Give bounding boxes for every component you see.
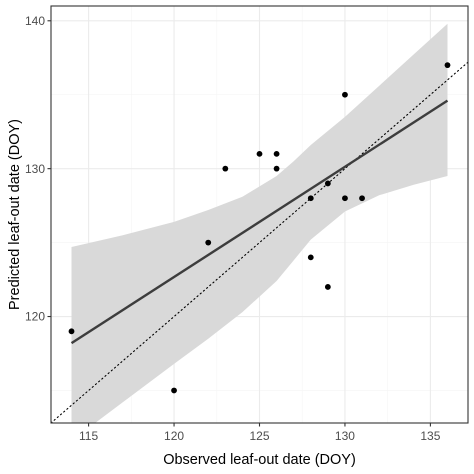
data-point bbox=[273, 150, 280, 157]
x-tick-label: 125 bbox=[249, 429, 269, 443]
x-tick-label: 115 bbox=[79, 429, 98, 443]
data-points bbox=[68, 62, 451, 394]
y-tick-label: 140 bbox=[25, 14, 45, 28]
data-point bbox=[171, 387, 177, 394]
data-point bbox=[273, 165, 280, 172]
one-to-one-reference-line bbox=[51, 61, 468, 423]
data-point bbox=[324, 180, 331, 187]
data-point bbox=[256, 150, 263, 157]
y-tick-label: 130 bbox=[25, 162, 45, 176]
data-point bbox=[307, 195, 314, 202]
data-point bbox=[324, 284, 331, 290]
x-axis-title: Observed leaf-out date (DOY) bbox=[163, 452, 356, 468]
x-tick-label: 130 bbox=[335, 429, 355, 443]
data-point bbox=[222, 165, 229, 172]
x-axis-ticks: 115 120 125 130 135 bbox=[79, 423, 441, 443]
confidence-band bbox=[71, 23, 448, 423]
data-point bbox=[342, 91, 348, 98]
data-point bbox=[342, 195, 348, 202]
data-point bbox=[359, 195, 365, 202]
data-point bbox=[68, 328, 75, 335]
y-tick-label: 120 bbox=[25, 310, 45, 324]
regression-line bbox=[70, 99, 449, 345]
data-point bbox=[307, 254, 314, 261]
y-axis-title: Predicted leaf-out date (DOY) bbox=[7, 119, 23, 310]
data-point bbox=[444, 62, 451, 69]
x-tick-label: 120 bbox=[164, 429, 184, 443]
y-axis-ticks: 120 130 140 bbox=[25, 14, 51, 324]
data-point bbox=[205, 239, 212, 246]
x-tick-label: 135 bbox=[420, 429, 440, 443]
